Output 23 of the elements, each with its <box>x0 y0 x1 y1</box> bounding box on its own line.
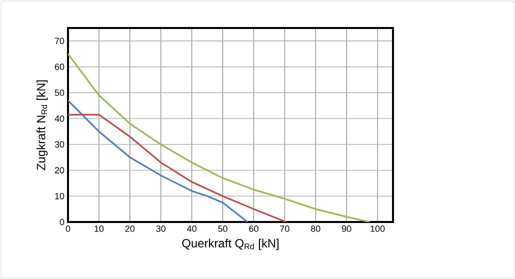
line-series <box>68 53 371 222</box>
y-axis-title: Zugkraft N$_{Rd}$ [kN] <box>36 80 48 170</box>
x-tick-label: 50 <box>218 226 228 232</box>
y-tick-label: 50 <box>54 89 64 96</box>
x-axis-title: Querkraft Q$_{Rd}$ [kN] <box>182 238 279 250</box>
x-tick-label: 40 <box>187 226 196 232</box>
x-tick-label: 60 <box>249 226 258 232</box>
y-tick-label: 0 <box>60 218 64 226</box>
x-tick-label: 30 <box>156 226 166 232</box>
x-tick-label: 100 <box>370 226 385 232</box>
y-tick-label: 30 <box>54 141 64 148</box>
x-tick-label: 20 <box>125 226 135 232</box>
y-tick-label: 70 <box>54 38 64 44</box>
x-tick-label: 70 <box>280 226 290 232</box>
x-tick-label: 10 <box>94 226 104 232</box>
y-tick-label: 20 <box>54 167 64 174</box>
x-tick-label: 0 <box>66 226 70 232</box>
x-tick-label: 80 <box>311 226 320 232</box>
line-series <box>68 114 288 222</box>
y-tick-label: 60 <box>54 64 64 70</box>
x-tick-label: 90 <box>342 226 352 232</box>
y-tick-label: 10 <box>55 192 64 200</box>
y-tick-label: 40 <box>54 115 64 122</box>
